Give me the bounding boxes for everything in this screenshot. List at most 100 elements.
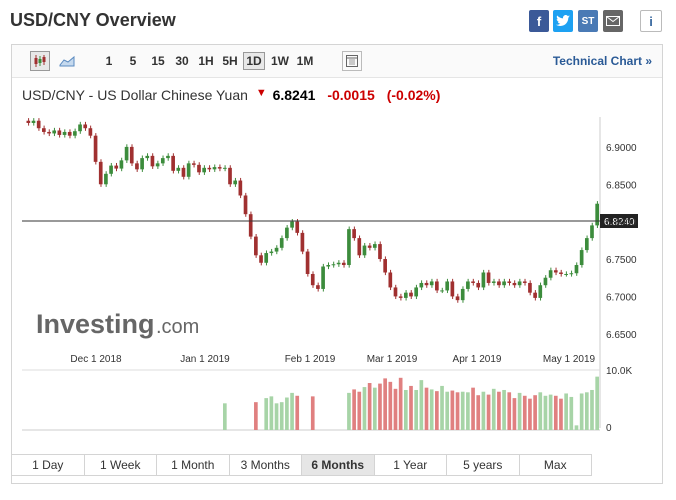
candle-body xyxy=(414,287,419,297)
candle-body xyxy=(331,264,336,266)
interval-5min[interactable]: 5 xyxy=(129,54,137,68)
volume-bar xyxy=(502,389,506,430)
page-title: USD/CNY Overview xyxy=(10,10,176,30)
volume-bar xyxy=(279,402,284,430)
candle-body xyxy=(42,128,46,132)
interval-1m[interactable]: 1M xyxy=(296,54,314,68)
interval-1h[interactable]: 1H xyxy=(198,54,214,68)
candle-body xyxy=(595,203,599,226)
volume-bar xyxy=(574,425,579,430)
volume-bar xyxy=(553,395,558,430)
period-3-months[interactable]: 3 Months xyxy=(230,455,302,475)
candle-body xyxy=(388,272,393,288)
candle-body xyxy=(186,163,191,177)
volume-bar xyxy=(455,392,460,430)
volume-tick-label: 0 xyxy=(606,423,612,434)
candle-body xyxy=(114,165,119,169)
x-tick-label: Mar 1 2019 xyxy=(367,354,418,365)
candle-body xyxy=(435,281,439,291)
candle-body xyxy=(450,281,455,297)
candle-body xyxy=(285,227,289,239)
candle-body xyxy=(553,270,558,273)
candle-body xyxy=(517,281,522,286)
volume-bar xyxy=(460,391,465,430)
candle-body xyxy=(176,167,181,171)
candle-body xyxy=(279,238,284,248)
volume-bar xyxy=(310,396,315,430)
volume-bar xyxy=(409,385,413,430)
volume-bar xyxy=(403,389,408,430)
candle-body xyxy=(543,277,548,286)
chart-settings-button[interactable] xyxy=(342,51,362,71)
stocktwits-share-button[interactable]: ST xyxy=(578,10,598,32)
volume-bar xyxy=(569,396,574,430)
volume-tick-label: 10.0K xyxy=(606,366,632,377)
candle-body xyxy=(440,290,444,292)
candle-body xyxy=(166,155,170,159)
period-1-day[interactable]: 1 Day xyxy=(12,455,85,475)
email-share-button[interactable] xyxy=(603,10,623,32)
candle-body xyxy=(145,155,150,159)
candle-body xyxy=(507,281,512,283)
twitter-share-button[interactable] xyxy=(553,10,573,32)
interval-1d[interactable]: 1D xyxy=(243,52,265,70)
period-1-week[interactable]: 1 Week xyxy=(85,455,157,475)
candle-body xyxy=(341,262,346,266)
candle-body xyxy=(538,285,543,298)
period-1-month[interactable]: 1 Month xyxy=(157,455,230,475)
technical-chart-link[interactable]: Technical Chart » xyxy=(552,54,652,68)
volume-bar xyxy=(367,383,372,430)
candle-body xyxy=(228,167,232,185)
interval-1w[interactable]: 1W xyxy=(271,54,289,68)
volume-bar xyxy=(393,388,398,430)
period-5-years[interactable]: 5 years xyxy=(447,455,520,475)
down-arrow-icon: ▼ xyxy=(255,87,267,99)
candle-body xyxy=(460,288,465,301)
volume-bar xyxy=(347,392,351,430)
area-chart-icon xyxy=(59,55,75,67)
candle-body xyxy=(512,282,517,286)
candle-body xyxy=(62,131,67,135)
interval-30min[interactable]: 30 xyxy=(175,54,189,68)
candle-body xyxy=(590,225,594,239)
candlestick-chart-button[interactable] xyxy=(30,51,50,71)
volume-bar xyxy=(388,381,393,430)
candle-body xyxy=(223,167,227,169)
candle-body xyxy=(455,296,460,301)
facebook-share-button[interactable]: f xyxy=(529,10,549,32)
volume-bar xyxy=(445,391,450,430)
candle-body xyxy=(533,292,537,298)
volume-bar xyxy=(285,397,289,430)
volume-bar xyxy=(362,387,367,430)
interval-15min[interactable]: 15 xyxy=(151,54,165,68)
volume-bar xyxy=(538,392,543,430)
candle-body xyxy=(135,163,139,170)
candle-body xyxy=(98,161,103,185)
volume-bar xyxy=(476,395,481,430)
candle-body xyxy=(119,160,124,169)
instrument-name: USD/CNY - US Dollar Chinese Yuan xyxy=(22,87,248,103)
info-button[interactable]: i xyxy=(640,10,662,32)
period-1-year[interactable]: 1 Year xyxy=(375,455,447,475)
volume-bar xyxy=(440,385,444,430)
volume-bar xyxy=(424,387,429,430)
volume-bar xyxy=(559,398,563,430)
candle-body xyxy=(522,281,527,283)
candle-body xyxy=(574,265,579,274)
watermark-domain: .com xyxy=(156,316,199,338)
volume-bar xyxy=(419,380,424,430)
candle-body xyxy=(155,163,160,167)
period-6-months[interactable]: 6 Months xyxy=(302,455,375,475)
period-max[interactable]: Max xyxy=(543,458,567,472)
interval-1min[interactable]: 1 xyxy=(105,54,113,68)
candle-body xyxy=(243,195,248,215)
candle-body xyxy=(31,120,36,123)
volume-bar xyxy=(595,376,599,430)
candle-body xyxy=(150,155,155,167)
area-chart-button[interactable] xyxy=(57,51,77,71)
candle-body xyxy=(52,130,57,134)
interval-5h[interactable]: 5H xyxy=(222,54,238,68)
candle-body xyxy=(67,131,72,136)
y-tick-label: 6.9000 xyxy=(606,143,637,154)
volume-bar xyxy=(471,387,475,430)
